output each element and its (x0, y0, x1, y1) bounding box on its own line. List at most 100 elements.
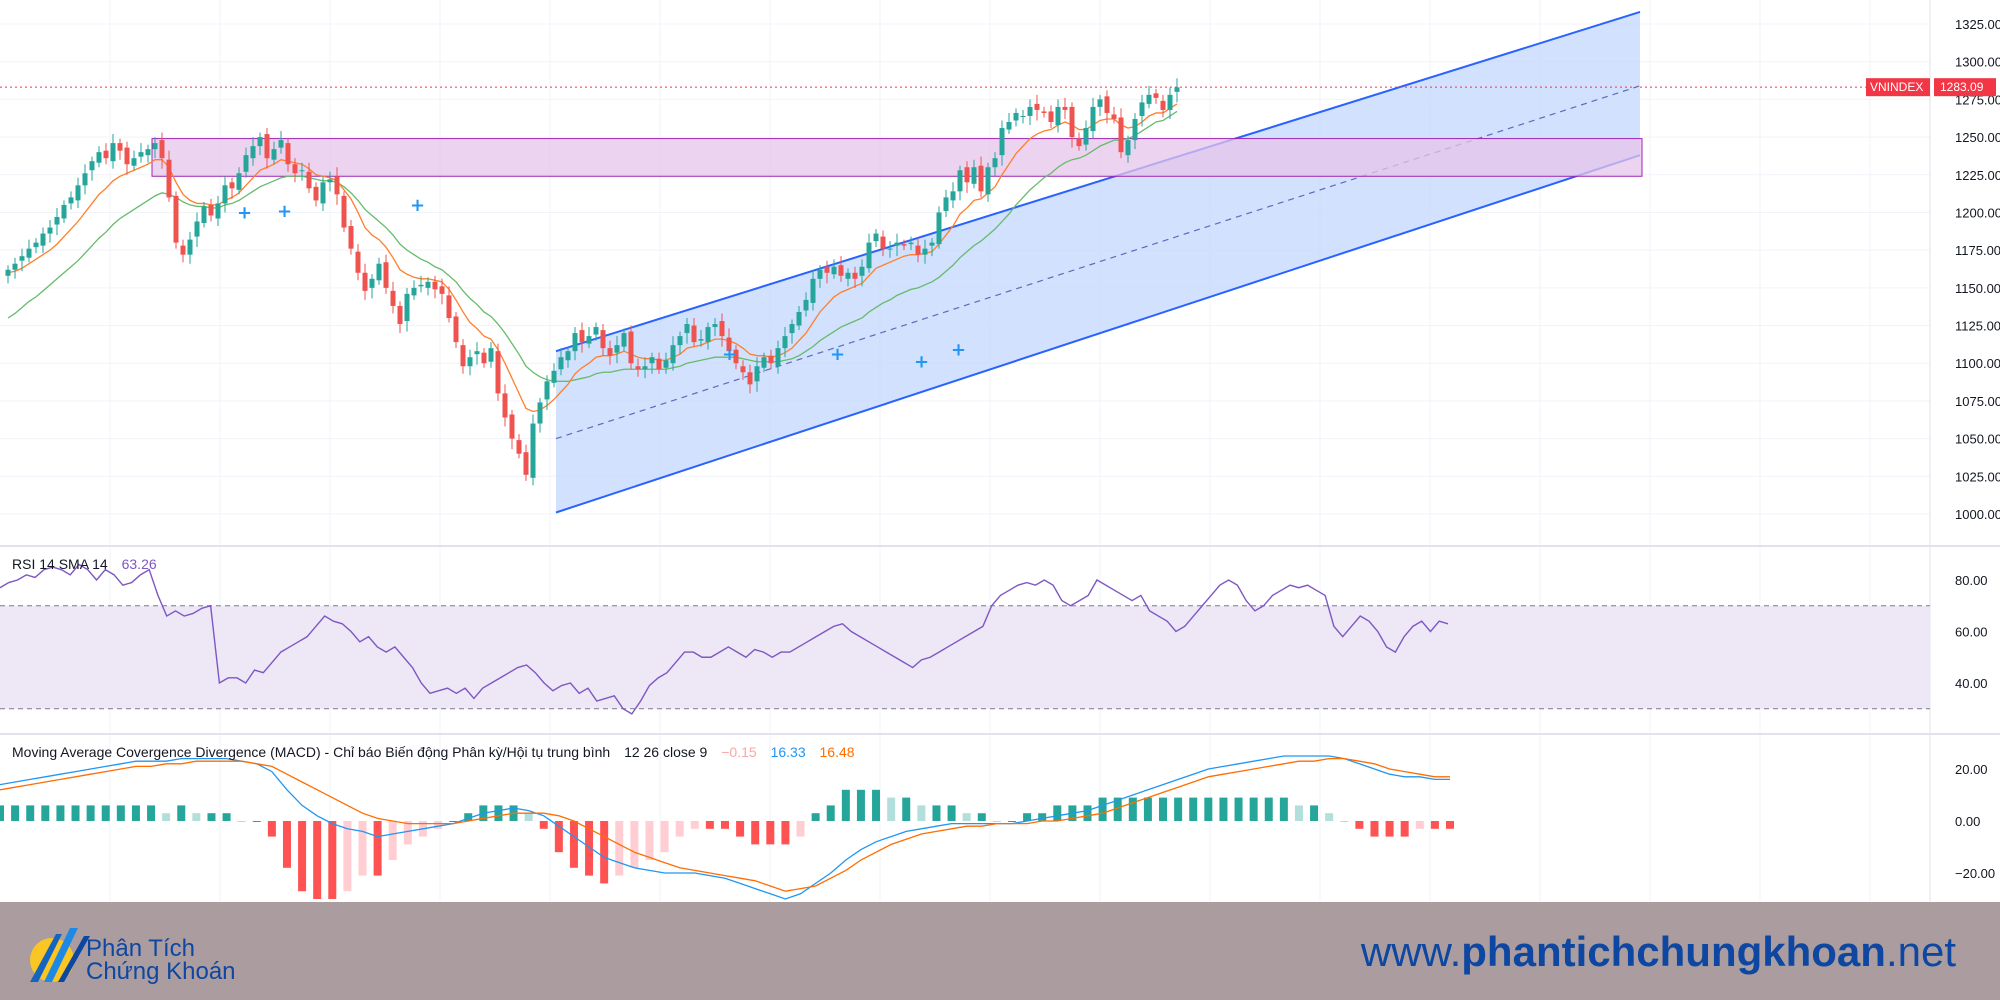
macd-histogram-bar (917, 805, 926, 821)
macd-axis-tick-label: 0.00 (1955, 814, 1980, 829)
candle-body (355, 251, 361, 273)
candle-body (82, 173, 88, 186)
candle-body (663, 360, 669, 368)
macd-label: Moving Average Covergence Divergence (MA… (12, 744, 611, 760)
candle-body (1048, 111, 1054, 122)
candle-body (880, 236, 886, 249)
macd-histogram-bar (267, 821, 276, 837)
price-axis-tick-label: 1200.00 (1955, 205, 2000, 220)
macd-histogram-bar (282, 821, 291, 868)
candle-body (390, 290, 396, 306)
candle-body (159, 140, 165, 159)
candle-body (292, 164, 298, 174)
macd-histogram-bar (1446, 821, 1454, 829)
candle-body (306, 171, 312, 189)
macd-histogram-bar (192, 813, 201, 821)
price-axis-tick-label: 1325.00 (1955, 17, 2000, 32)
macd-histogram-bar (796, 821, 805, 837)
footer-banner: Phân Tích Chứng Khoán www.phantichchungk… (0, 902, 2000, 1000)
candle-body (831, 266, 837, 275)
candle-body (243, 155, 249, 172)
candle-body (250, 146, 256, 159)
macd-histogram-bar (434, 821, 443, 829)
candle-body (1027, 106, 1033, 116)
candle-body (957, 170, 963, 192)
website-prefix: www. (1360, 928, 1462, 975)
candle-body (1062, 106, 1068, 110)
brand-name-line1: Phân Tích (86, 935, 195, 962)
macd-histogram-bar (1294, 805, 1303, 821)
candle-body (796, 311, 802, 326)
candle-body (152, 143, 158, 150)
macd-params: 12 26 close 9 (624, 744, 708, 760)
candle-body (1020, 115, 1026, 117)
candle-body (1111, 114, 1117, 119)
candle-body (327, 179, 333, 183)
candle-body (495, 351, 501, 394)
macd-histogram-bar (222, 813, 231, 821)
candle-body (1174, 87, 1180, 92)
macd-line-value: 16.33 (770, 744, 806, 760)
candle-body (68, 197, 74, 204)
candle-body (1006, 122, 1012, 130)
price-axis-tick-label: 1175.00 (1955, 243, 2000, 258)
macd-histogram-bar (1113, 797, 1122, 821)
price-axis-tick-label: 1150.00 (1955, 281, 2000, 296)
candle-body (1146, 94, 1152, 104)
candle-body (341, 195, 347, 228)
candle-body (1104, 96, 1110, 113)
macd-signal-line (0, 757, 1450, 892)
rsi-line (0, 563, 1449, 715)
macd-histogram-bar (992, 821, 1001, 822)
candle-body (348, 226, 354, 249)
candle-body (460, 345, 466, 367)
macd-histogram-bar (86, 805, 95, 821)
candle-body (474, 351, 480, 355)
macd-histogram-bar (177, 805, 186, 821)
candle-body (180, 245, 186, 255)
candle-body (775, 348, 781, 367)
candle-body (425, 281, 431, 288)
candle-body (684, 324, 690, 334)
macd-histogram-bar (1159, 797, 1168, 821)
candle-body (446, 295, 452, 318)
candle-body (271, 149, 277, 160)
candle-body (572, 333, 578, 352)
candle-body (131, 158, 137, 166)
cross-marker-icon: + (951, 340, 966, 361)
macd-histogram-bar (1385, 821, 1394, 837)
candle-body (936, 212, 942, 245)
website-domain: phantichchungkhoan (1461, 928, 1886, 975)
ema-fast-line (7, 103, 1178, 413)
candle-body (47, 227, 53, 234)
candle-body (726, 337, 732, 352)
candle-body (607, 348, 613, 356)
macd-histogram-bar (630, 821, 639, 868)
macd-histogram-bar (131, 805, 140, 821)
macd-signal-value: 16.48 (819, 744, 855, 760)
candle-body (649, 357, 655, 364)
candle-body (985, 167, 991, 195)
candle-body (887, 248, 893, 250)
macd-histogram-bar (887, 797, 896, 821)
candle-body (411, 287, 417, 296)
macd-histogram-bar (856, 789, 865, 821)
candle-body (635, 366, 641, 370)
symbol-label: VNINDEX (1870, 80, 1923, 94)
cross-marker-icon: + (410, 195, 425, 216)
candle-body (614, 345, 620, 353)
macd-histogram-bar (736, 821, 745, 837)
candle-body (1076, 138, 1082, 147)
brand-name-line2: Chứng Khoán (86, 958, 236, 985)
price-axis-tick-label: 1000.00 (1955, 507, 2000, 522)
candle-body (621, 333, 627, 347)
candle-body (978, 165, 984, 192)
macd-histogram-bar (1340, 821, 1349, 822)
macd-histogram-bar (1083, 805, 1092, 821)
macd-histogram-bar (841, 789, 850, 821)
candle-body (117, 143, 123, 151)
candle-body (488, 348, 494, 362)
candle-body (103, 150, 109, 159)
website-url[interactable]: www.phantichchungkhoan.net (1361, 928, 1956, 976)
